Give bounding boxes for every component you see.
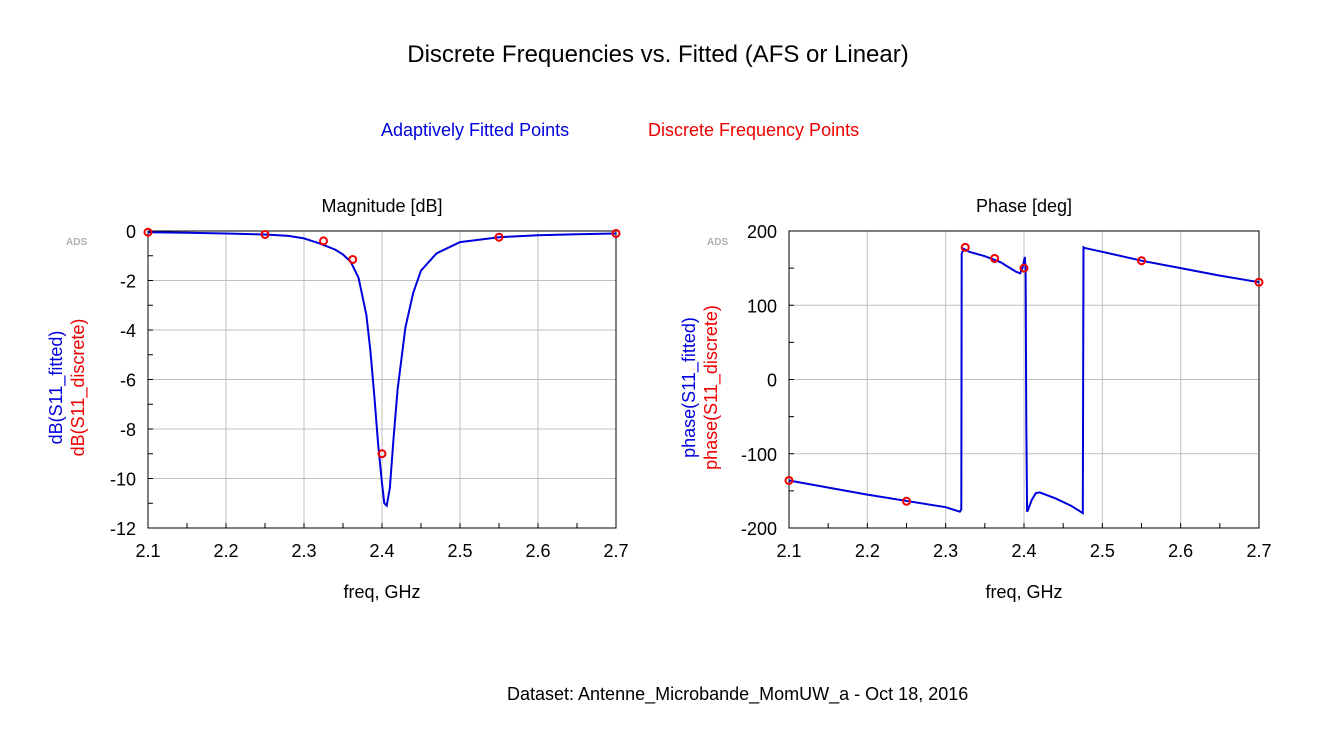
data-point-discrete — [1137, 256, 1146, 266]
data-point-discrete — [260, 229, 270, 239]
x-tick-label: 2.5 — [1090, 541, 1115, 561]
y-tick-label: -8 — [120, 420, 136, 440]
data-point-discrete — [611, 228, 621, 238]
y-tick-label: -10 — [110, 470, 136, 490]
x-tick-label: 2.6 — [525, 541, 550, 561]
x-tick-label: 2.4 — [369, 541, 394, 561]
y-tick-label: -6 — [120, 371, 136, 391]
plot-title: Phase [deg] — [976, 196, 1072, 216]
y-tick-label: -200 — [741, 519, 777, 539]
y-axis-label-fitted: phase(S11_fitted) — [679, 317, 700, 458]
x-tick-label: 2.2 — [213, 541, 238, 561]
data-point-discrete — [960, 242, 970, 252]
y-tick-label: 0 — [126, 222, 136, 242]
data-point-discrete — [784, 475, 794, 485]
data-point-discrete — [1254, 277, 1264, 287]
data-point-discrete — [902, 496, 911, 506]
ads-watermark: ADS — [707, 237, 728, 248]
data-point-discrete — [377, 449, 387, 459]
x-tick-label: 2.1 — [135, 541, 160, 561]
y-tick-label: -2 — [120, 272, 136, 292]
y-tick-label: 0 — [767, 371, 777, 391]
plot-frame — [788, 230, 1260, 529]
x-tick-label: 2.7 — [603, 541, 628, 561]
y-axis-label-discrete: dB(S11_discrete) — [68, 319, 89, 457]
y-tick-label: -100 — [741, 445, 777, 465]
x-tick-label: 2.7 — [1246, 541, 1271, 561]
series-line-fitted — [788, 245, 1260, 515]
y-tick-label: 100 — [747, 296, 777, 316]
data-point-discrete — [494, 232, 504, 242]
series-line-fitted — [147, 231, 617, 508]
data-point-discrete — [143, 227, 153, 237]
ads-watermark: ADS — [66, 237, 87, 248]
x-tick-label: 2.3 — [933, 541, 958, 561]
x-tick-label: 2.5 — [447, 541, 472, 561]
x-tick-label: 2.6 — [1168, 541, 1193, 561]
data-point-discrete — [319, 236, 328, 246]
legend-discrete: Discrete Frequency Points — [648, 120, 860, 140]
y-tick-label: -4 — [120, 321, 136, 341]
plot-magnitude: Magnitude [dB] ADS 2.1 2.2 2.3 2.4 2.5 2.6 2.7 0 -… — [46, 196, 629, 602]
legend-fitted: Adaptively Fitted Points — [381, 120, 570, 140]
y-tick-label: -12 — [110, 519, 136, 539]
x-tick-label: 2.2 — [855, 541, 880, 561]
x-axis-label: freq, GHz — [343, 582, 420, 602]
chart-title: Discrete Frequencies vs. Fitted (AFS or … — [407, 41, 909, 68]
y-axis-label-discrete: phase(S11_discrete) — [701, 305, 722, 470]
data-point-discrete — [990, 253, 1000, 263]
y-tick-label: 200 — [747, 222, 777, 242]
x-tick-label: 2.1 — [776, 541, 801, 561]
x-tick-label: 2.4 — [1011, 541, 1036, 561]
data-point-discrete — [348, 254, 358, 264]
plot-frame — [147, 230, 617, 529]
x-tick-label: 2.3 — [291, 541, 316, 561]
y-axis-label-fitted: dB(S11_fitted) — [46, 331, 67, 445]
x-axis-label: freq, GHz — [985, 582, 1062, 602]
data-point-discrete — [1019, 263, 1029, 273]
plot-title: Magnitude [dB] — [321, 196, 442, 216]
dataset-footer: Dataset: Antenne_Microbande_MomUW_a - Oc… — [507, 684, 969, 704]
plot-phase: Phase [deg] ADS 2.1 2.2 2.3 2.4 2.5 2.6 2.7 200 10… — [679, 196, 1272, 602]
